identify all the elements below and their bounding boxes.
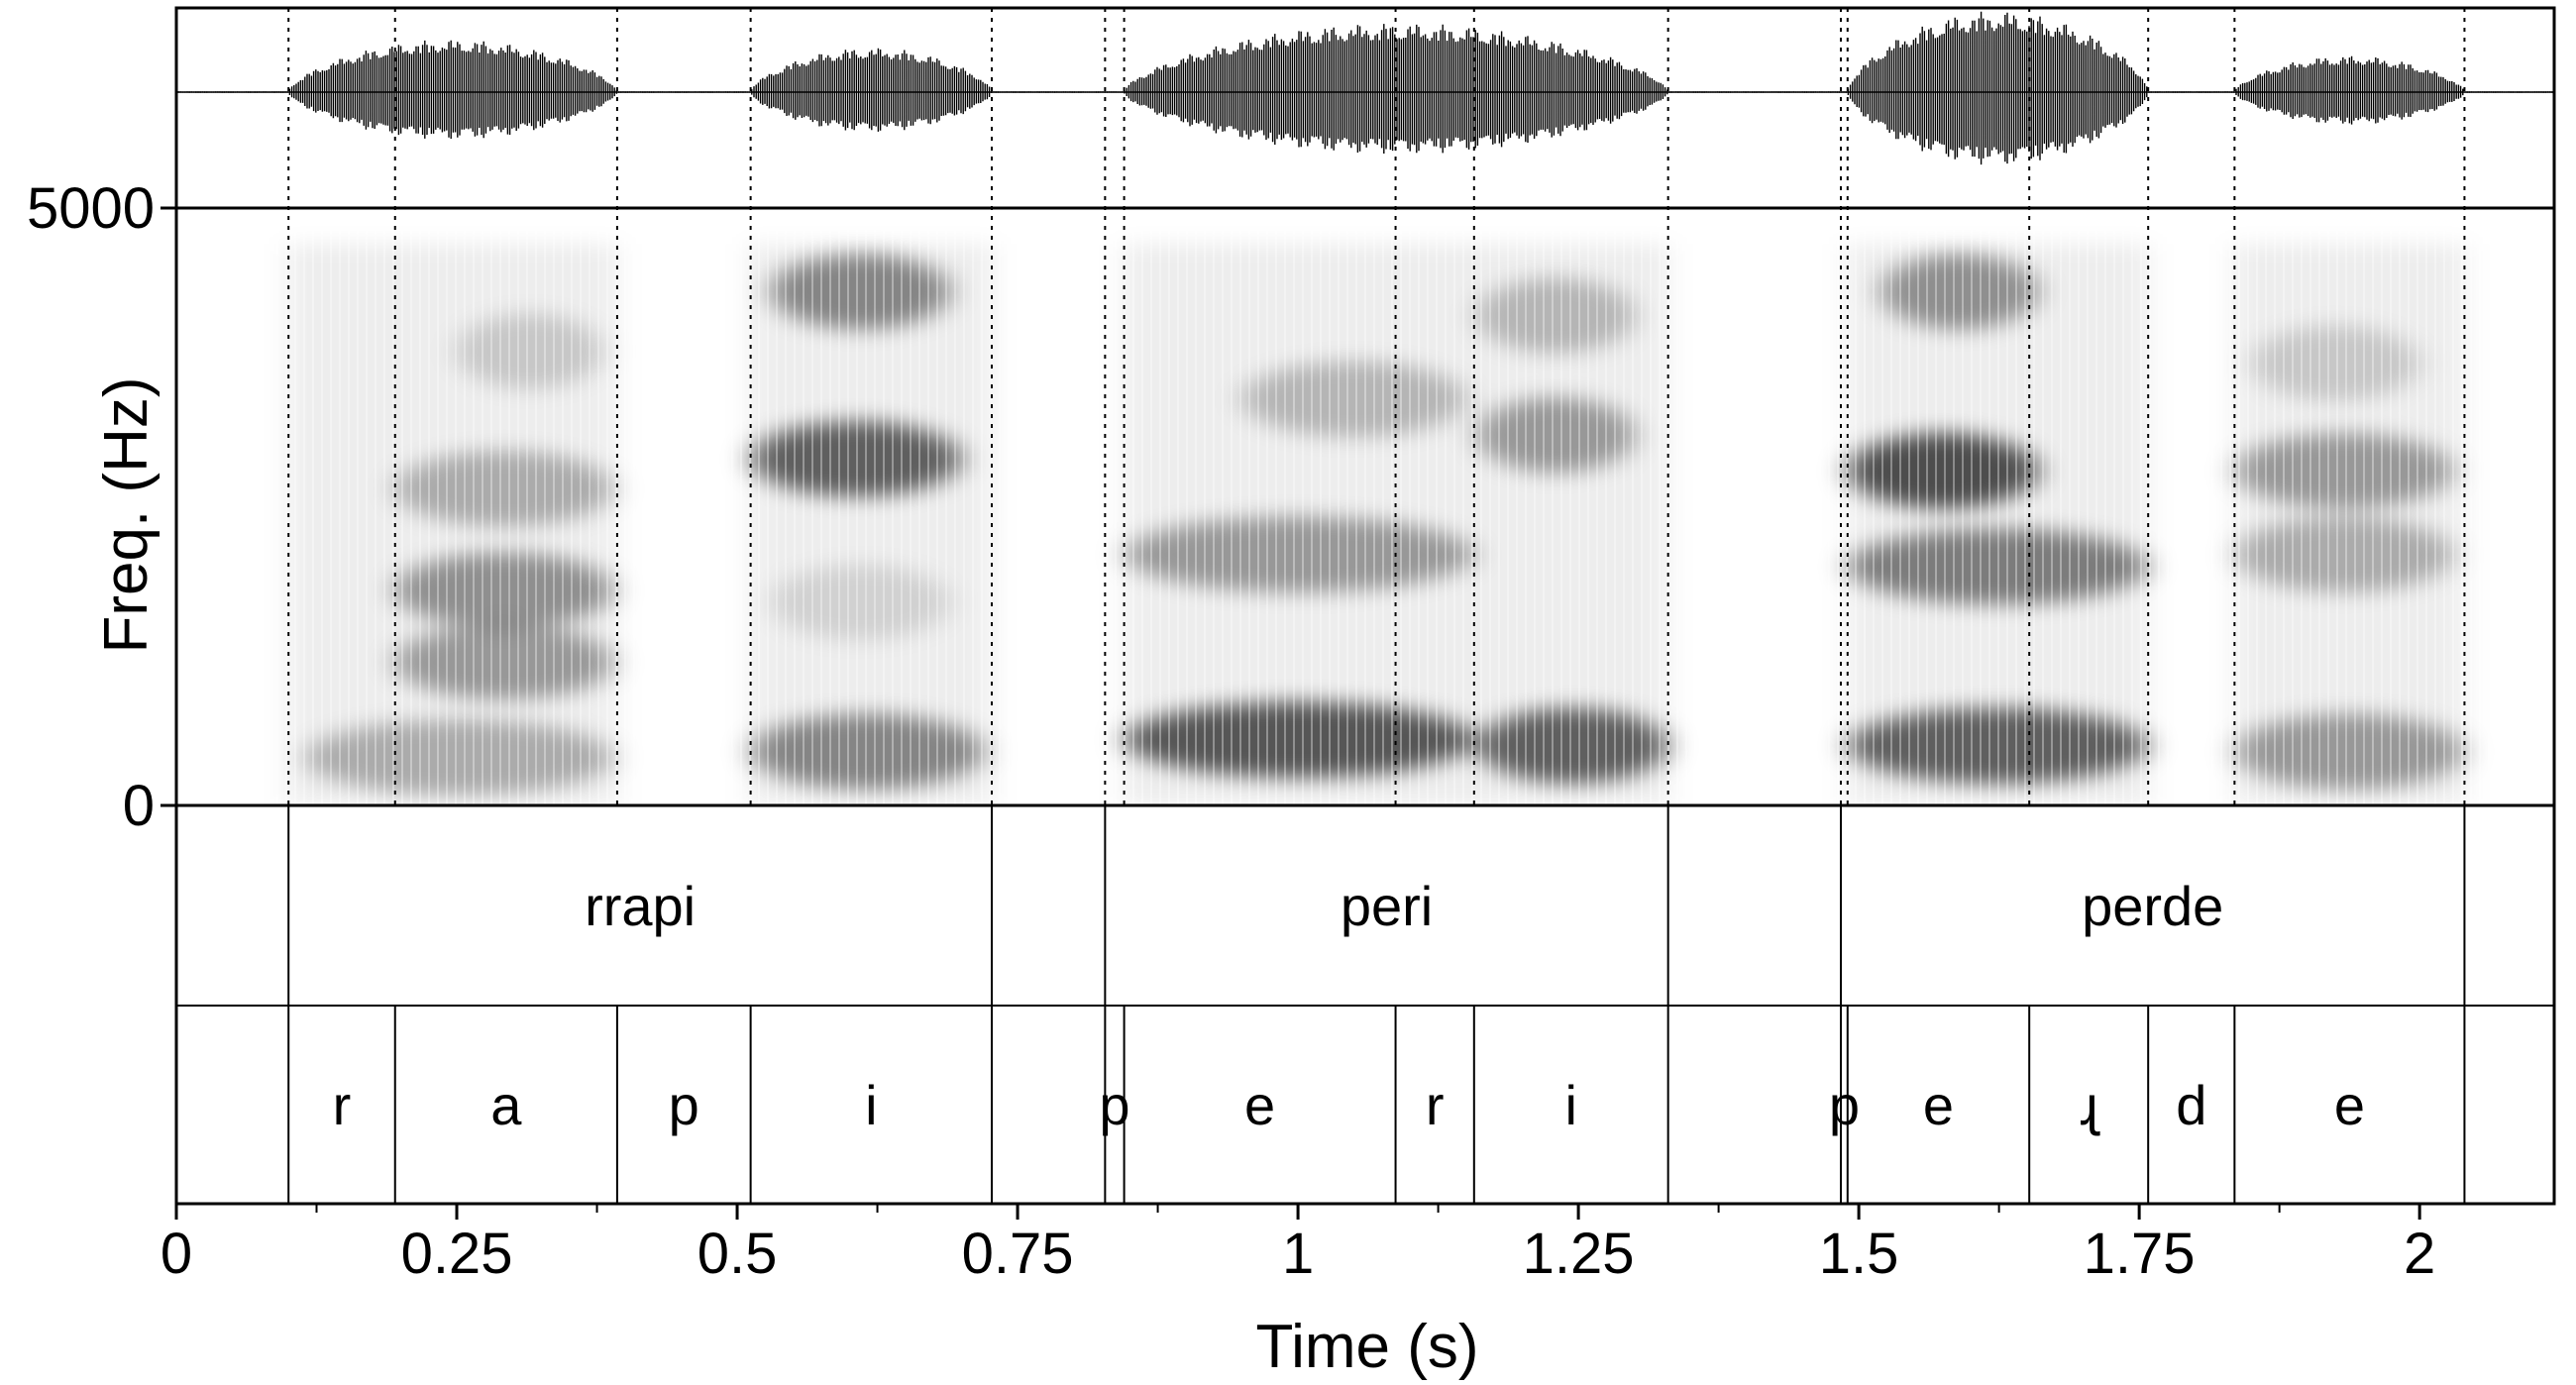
segment-label: i xyxy=(865,1074,877,1136)
waveform-panel xyxy=(175,11,2554,165)
x-tick-label: 2 xyxy=(2404,1222,2435,1286)
boundary-lines xyxy=(287,8,2466,805)
x-tick-label: 0.75 xyxy=(962,1222,1074,1286)
word-label: perde xyxy=(2082,875,2223,937)
y-axis-title: Freq. (Hz) xyxy=(92,377,161,654)
x-tick-label: 0 xyxy=(161,1222,192,1286)
x-tick-label: 1.5 xyxy=(1819,1222,1899,1286)
segment-label: e xyxy=(1244,1074,1275,1136)
spectrogram-panel xyxy=(176,208,2554,805)
word-label: peri xyxy=(1341,875,1433,937)
segment-label: p xyxy=(1829,1074,1860,1136)
waveform-trace xyxy=(175,11,2553,165)
x-tick-label: 1 xyxy=(1282,1222,1314,1286)
segment-label: d xyxy=(2176,1074,2206,1136)
segment-label: r xyxy=(1426,1074,1445,1136)
y-tick-label: 0 xyxy=(123,774,155,838)
segment-label: p xyxy=(1099,1074,1129,1136)
glottal-striations xyxy=(176,208,2554,805)
word-label: rrapi xyxy=(585,875,696,937)
segment-label: e xyxy=(1923,1074,1954,1136)
x-tick-label: 1.25 xyxy=(1523,1222,1635,1286)
x-tick-label: 0.5 xyxy=(698,1222,778,1286)
segment-label: a xyxy=(490,1074,522,1136)
y-tick-label: 5000 xyxy=(27,176,155,241)
segment-label: r xyxy=(333,1074,352,1136)
segment-label: ɻ xyxy=(2080,1074,2100,1136)
segment-label: i xyxy=(1565,1074,1577,1136)
segment-label: e xyxy=(2334,1074,2365,1136)
axes: Time (s) Freq. (Hz) 0 0.25 0.5 0.75 1 1.25 1.5… xyxy=(27,176,2554,1381)
x-tick-label: 1.75 xyxy=(2084,1222,2196,1286)
x-tick-label: 0.25 xyxy=(401,1222,513,1286)
segment-label: p xyxy=(669,1074,699,1136)
x-axis-title: Time (s) xyxy=(1256,1313,1479,1381)
